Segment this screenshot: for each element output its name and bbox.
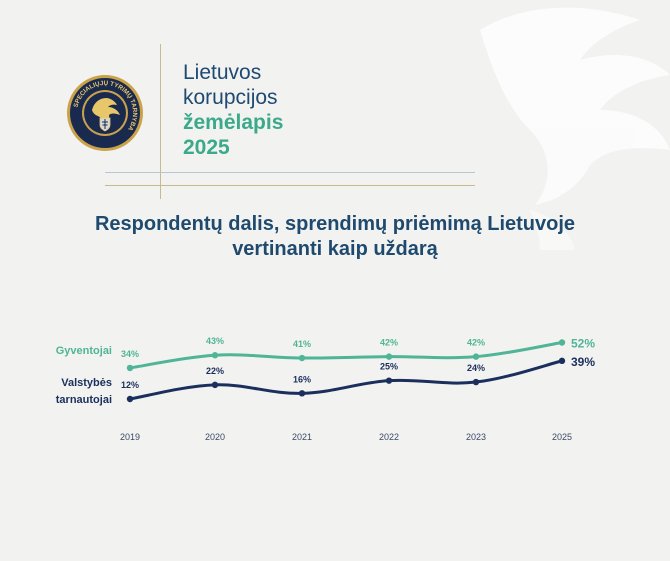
- legend-valstybes-line-1: Valstybės: [61, 377, 112, 389]
- data-label: 39%: [571, 355, 595, 369]
- data-label: 22%: [206, 366, 224, 376]
- data-label: 43%: [206, 336, 224, 346]
- brand-title: Lietuvos korupcijos žemėlapis 2025: [183, 60, 283, 160]
- x-tick-label: 2019: [120, 432, 140, 442]
- brand-line-4: 2025: [183, 136, 230, 159]
- data-point: [126, 395, 134, 403]
- data-point: [472, 378, 480, 386]
- data-point: [385, 377, 393, 384]
- header-gold-divider: [105, 185, 475, 186]
- data-point: [211, 352, 219, 359]
- sts-logo: SPECIALIŲJŲ TYRIMŲ TARNYBA: [67, 75, 143, 151]
- data-point: [558, 357, 566, 365]
- brand-line-2: korupcijos: [183, 86, 278, 109]
- x-tick-label: 2022: [379, 432, 399, 442]
- legend-valstybes-line-2: tarnautojai: [56, 394, 112, 406]
- data-label: 42%: [380, 338, 398, 348]
- data-point: [558, 339, 566, 346]
- data-point: [298, 354, 306, 362]
- data-label: 12%: [121, 380, 139, 390]
- x-tick-label: 2020: [205, 432, 225, 442]
- data-label: 42%: [467, 338, 485, 348]
- series-line-1: [128, 341, 564, 370]
- brand-line-1: Lietuvos: [183, 61, 262, 84]
- data-point: [126, 364, 134, 372]
- data-label: 34%: [121, 349, 139, 359]
- brand-line-3: žemėlapis: [183, 111, 284, 134]
- data-point: [211, 381, 219, 389]
- header-vertical-divider: [160, 44, 161, 199]
- chart-title-line-2: vertinanti kaip uždarą: [232, 238, 438, 260]
- chart-title-line-1: Respondentų dalis, sprendimų priėmimą Li…: [94, 213, 576, 235]
- x-tick-label: 2021: [292, 432, 312, 442]
- header-blue-divider: [105, 172, 475, 173]
- x-tick-label: 2023: [466, 432, 486, 442]
- x-tick-label: 2025: [552, 432, 572, 442]
- data-label: 24%: [467, 363, 485, 373]
- data-label: 16%: [293, 374, 311, 384]
- data-label: 41%: [293, 339, 311, 349]
- data-point: [472, 353, 480, 360]
- chart-title: Respondentų dalis, sprendimų priėmimą Li…: [0, 212, 670, 262]
- data-point: [385, 353, 393, 360]
- eagle-watermark: [480, 7, 670, 250]
- data-label: 25%: [380, 362, 398, 372]
- data-point: [298, 390, 306, 397]
- data-label: 52%: [571, 337, 595, 351]
- legend-gyventojai: Gyventojai: [56, 345, 112, 357]
- series-line-2: [128, 359, 564, 401]
